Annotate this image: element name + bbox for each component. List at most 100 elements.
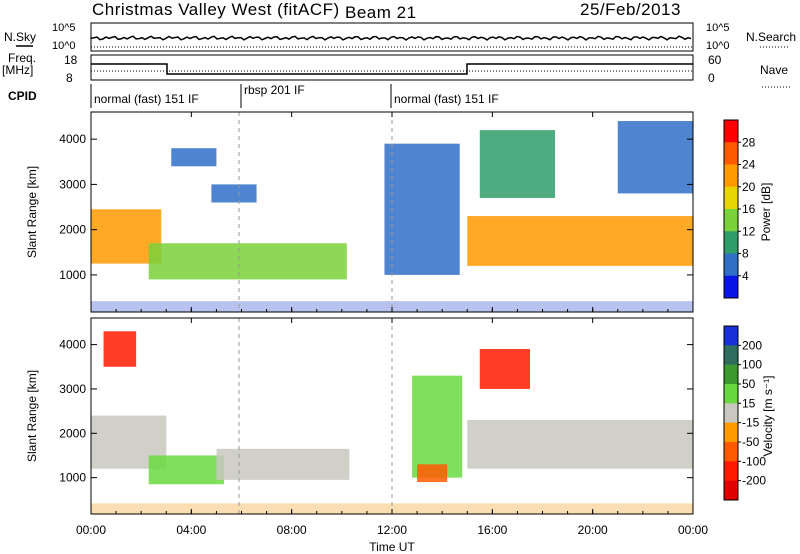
colorbar-swatch: [724, 461, 738, 482]
x-tick-label: 00:00: [76, 523, 106, 537]
nsearch-tick-top: 10^5: [706, 22, 730, 34]
colorbar-swatch: [724, 142, 738, 165]
heatmap-region: [412, 375, 463, 478]
colorbar-tick-label: -200: [742, 474, 766, 488]
colorbar-swatch: [724, 422, 738, 443]
heatmap-region: [148, 455, 224, 485]
colorbar-swatch: [724, 164, 738, 188]
noise-strip-frame: [90, 22, 694, 52]
colorbar-tick-label: 16: [742, 202, 756, 216]
cpid-segment-1: rbsp 201 IF: [244, 83, 305, 97]
heatmap-region: [467, 216, 693, 266]
nave-tick-top: 60: [708, 53, 722, 67]
y-tick-label: 2000: [59, 426, 86, 440]
power-colorbar-label: Power [dB]: [759, 183, 773, 242]
freq-line: [91, 63, 693, 75]
nsky-tick-bottom: 10^0: [52, 40, 76, 52]
nave-tick-bottom: 0: [708, 71, 715, 85]
power-yticks: 1000 2000 3000 4000: [59, 132, 693, 282]
x-tick-label: 20:00: [578, 523, 608, 537]
colorbar-swatch: [724, 231, 738, 254]
heatmap-region: [617, 121, 693, 194]
nsky-tick-top: 10^5: [52, 22, 76, 34]
colorbar-swatch: [724, 326, 738, 346]
power-heatmap: [91, 112, 693, 312]
date-label: 25/Feb/2013: [580, 0, 681, 19]
y-tick-label: 4000: [59, 132, 86, 146]
colorbar-tick-label: 24: [742, 158, 756, 172]
freq-strip-frame: [90, 54, 694, 81]
heatmap-region: [171, 148, 217, 167]
cpid-label: CPID: [8, 89, 37, 103]
nsearch-tick-bottom: 10^0: [706, 40, 730, 52]
x-tick-label: 12:00: [377, 523, 407, 537]
velocity-colorbar: Velocity [m s⁻¹] 200 100 50 15 -15 -50 -100 -20…: [723, 325, 775, 501]
colorbar-swatch: [724, 345, 738, 366]
nave-label: Nave: [760, 63, 788, 77]
cpid-segment-2: normal (fast) 151 IF: [394, 92, 499, 106]
colorbar-tick-label: 20: [742, 180, 756, 194]
heatmap-region: [479, 349, 530, 389]
colorbar-tick-label: -50: [742, 435, 760, 449]
y-tick-label: 4000: [59, 338, 86, 352]
heatmap-region: [384, 143, 460, 275]
noise-strip: N.Sky 10^5 10^0 10^5 10^0 N.Search: [4, 22, 796, 52]
colorbar-tick-label: -15: [742, 416, 760, 430]
colorbar-frame: [723, 325, 739, 501]
heatmap-region: [467, 419, 693, 469]
freq-label-line1: Freq.: [8, 51, 36, 65]
colorbar-tick-label: 28: [742, 135, 756, 149]
power-colorbar: Power [dB] 28 24 20 16 12 8 4: [723, 119, 773, 299]
velocity-panel: 1000 2000 3000 4000 Slant Range [km]: [25, 317, 694, 515]
power-panel: 1000 2000 3000 4000 Slant Range [km]: [25, 111, 694, 313]
x-tick-label: 00:00: [678, 523, 708, 537]
colorbar-tick-label: 15: [742, 396, 756, 410]
heatmap-region: [479, 130, 556, 198]
y-tick-label: 2000: [59, 223, 86, 237]
heatmap-region: [417, 464, 448, 483]
nsky-label: N.Sky: [4, 30, 36, 44]
colorbar-swatch: [724, 186, 738, 210]
colorbar-swatch: [724, 480, 738, 501]
station-title: Christmas Valley West (fitACF): [92, 0, 340, 19]
colorbar-tick-label: 200: [742, 338, 762, 352]
cpid-row: CPID normal (fast) 151 IF rbsp 201 IF no…: [8, 83, 499, 108]
y-tick-label: 1000: [59, 471, 86, 485]
colorbar-tick-label: 4: [742, 269, 749, 283]
colorbar-swatch: [724, 253, 738, 277]
x-tick-label: 04:00: [176, 523, 206, 537]
velocity-colorbar-label: Velocity [m s⁻¹]: [761, 375, 775, 456]
nsearch-label: N.Search: [746, 30, 796, 44]
velocity-yticks: 1000 2000 3000 4000: [59, 338, 693, 485]
colorbar-swatch: [724, 209, 738, 232]
beam-label: Beam 21: [345, 3, 417, 22]
velocity-ylabel: Slant Range [km]: [25, 370, 39, 462]
freq-strip: Freq. [MHz] 18 8 60 0 Nave: [2, 51, 790, 88]
velocity-heatmap: [91, 318, 693, 514]
colorbar-swatch: [724, 403, 738, 424]
nsky-line: [90, 35, 692, 41]
freq-tick-top: 18: [64, 53, 78, 67]
colorbar-tick-label: 50: [742, 377, 756, 391]
power-ylabel: Slant Range [km]: [25, 166, 39, 258]
x-axis-label: Time UT: [369, 540, 415, 554]
freq-tick-bottom: 8: [66, 71, 73, 85]
heatmap-region: [103, 331, 137, 367]
colorbar-swatch: [724, 120, 738, 143]
colorbar-swatch: [724, 384, 738, 404]
freq-label-line2: [MHz]: [2, 63, 33, 77]
colorbar-tick-label: 12: [742, 224, 756, 238]
colorbar-swatch: [724, 275, 738, 299]
x-axis: 00:00 04:00 08:00 12:00 16:00 20:00 00:00: [76, 112, 708, 537]
colorbar-swatch: [724, 364, 738, 385]
colorbar-swatch: [724, 442, 738, 462]
colorbar-tick-label: -100: [742, 454, 766, 468]
cpid-segment-0: normal (fast) 151 IF: [94, 92, 199, 106]
heatmap-region: [148, 243, 347, 280]
x-tick-label: 16:00: [477, 523, 507, 537]
ground-scatter-band: [91, 503, 693, 514]
y-tick-label: 3000: [59, 177, 86, 191]
heatmap-region: [216, 448, 350, 480]
heatmap-region: [211, 184, 257, 203]
